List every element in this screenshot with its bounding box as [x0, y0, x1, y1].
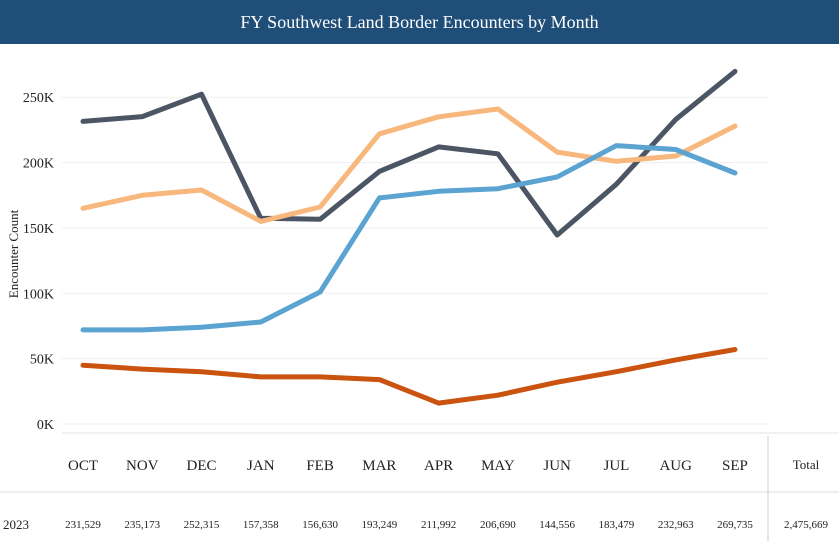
x-tick-label: SEP [722, 458, 748, 474]
table-cell: 232,963 [658, 519, 694, 531]
x-tick-label: MAY [481, 458, 515, 474]
y-tick-label: 50K [30, 353, 54, 368]
y-tick-label: 0K [37, 418, 54, 433]
table-cell: 144,556 [539, 519, 575, 531]
x-tick-label: OCT [68, 458, 98, 474]
table-cell: 157,358 [243, 519, 279, 531]
chart-canvas: Encounter Count Total 2023 2,475,669 0K 5… [0, 68, 839, 541]
y-tick-label: 250K [23, 91, 54, 106]
x-tick-label: JUN [543, 458, 571, 474]
series-line-2 [80, 143, 738, 333]
x-tick-label: JUL [604, 458, 630, 474]
table-cell: 269,735 [717, 519, 753, 531]
table-total-value: 2,475,669 [784, 519, 829, 531]
x-tick-label: DEC [187, 458, 217, 474]
series-line-3 [80, 347, 738, 406]
table-cell: 211,992 [421, 519, 456, 531]
y-axis-label: Encounter Count [6, 209, 21, 298]
table-cell: 252,315 [184, 519, 220, 531]
table-cell: 156,630 [302, 519, 338, 531]
x-tick-label: APR [424, 458, 453, 474]
y-tick-label: 200K [23, 157, 54, 172]
table-cell: 206,690 [480, 519, 516, 531]
series-line-0 [80, 68, 738, 238]
table-cell: 183,479 [599, 519, 635, 531]
x-tick-label: FEB [306, 458, 334, 474]
x-tick-label: JAN [247, 458, 275, 474]
series-line-1 [80, 106, 738, 224]
table-cell: 193,249 [361, 519, 397, 531]
y-tick-label: 100K [23, 287, 54, 302]
table-cell: 235,173 [124, 519, 160, 531]
x-tick-label: AUG [659, 458, 692, 474]
table-cell: 231,529 [65, 519, 101, 531]
y-tick-label: 150K [23, 222, 54, 237]
title-bar [0, 0, 839, 44]
total-header: Total [793, 457, 820, 472]
x-tick-label: NOV [126, 458, 159, 474]
table-row-label: 2023 [3, 517, 29, 532]
chart-title: FY Southwest Land Border Encounters by M… [240, 12, 599, 32]
x-tick-label: MAR [362, 458, 396, 474]
